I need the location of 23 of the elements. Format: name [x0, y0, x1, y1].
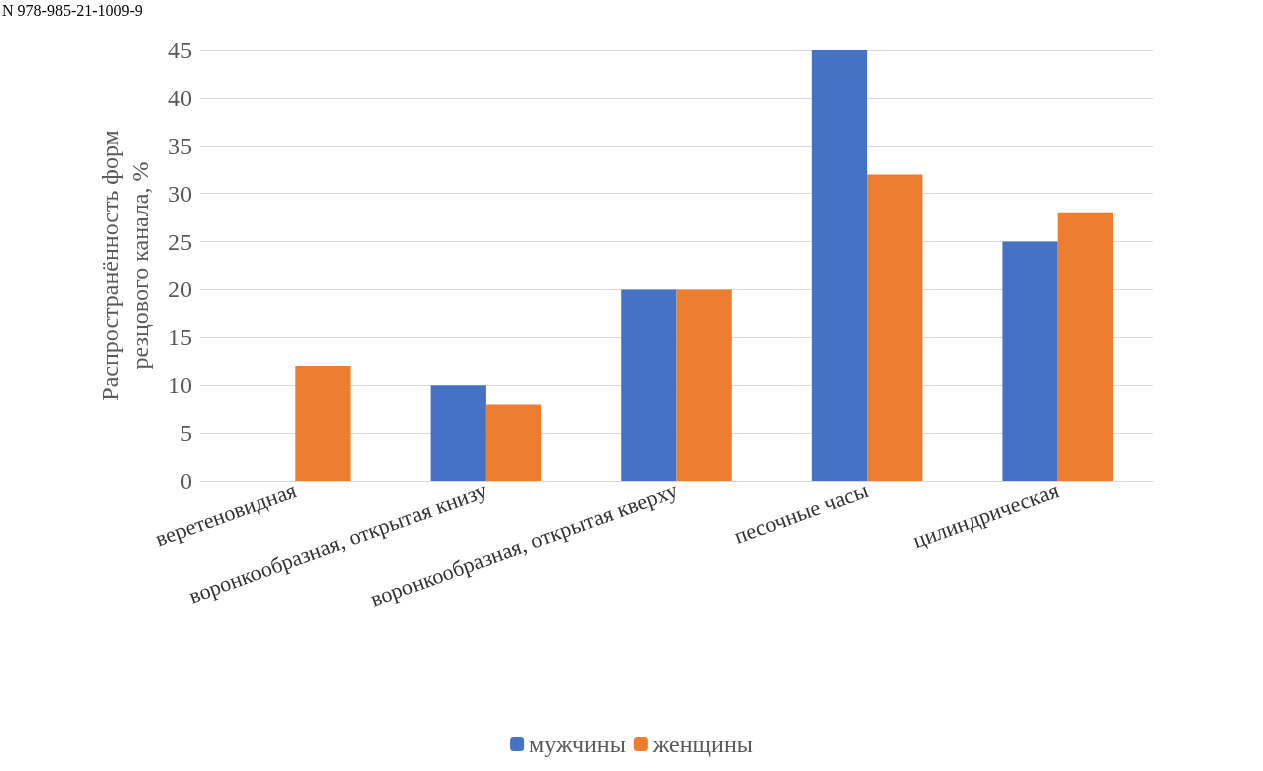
- bar: [430, 385, 486, 481]
- y-tick-label: 30: [168, 180, 192, 207]
- bar: [1057, 212, 1113, 481]
- legend-label: женщины: [651, 731, 753, 757]
- bar: [867, 174, 923, 481]
- y-tick-label: 15: [168, 324, 192, 351]
- bar: [621, 289, 677, 481]
- y-tick-label: 45: [168, 37, 192, 63]
- y-axis-title: Распространённость форм резцового канала, %: [97, 130, 153, 401]
- y-tick-label: 5: [180, 420, 192, 447]
- y-tick-label: 40: [168, 84, 192, 111]
- bar: [485, 404, 542, 481]
- y-tick-label: 35: [168, 132, 192, 159]
- y-tick-label: 0: [180, 468, 192, 494]
- bar: [676, 289, 732, 481]
- text: N 978-985-21-1009-9: [2, 1, 143, 19]
- y-tick-label: 20: [168, 276, 192, 303]
- bar: [295, 366, 351, 481]
- bar: [1002, 241, 1058, 481]
- y-tick-label: 10: [168, 372, 192, 399]
- legend-label: мужчины: [529, 731, 626, 757]
- y-tick-label: 25: [168, 228, 192, 255]
- bar: [811, 50, 868, 481]
